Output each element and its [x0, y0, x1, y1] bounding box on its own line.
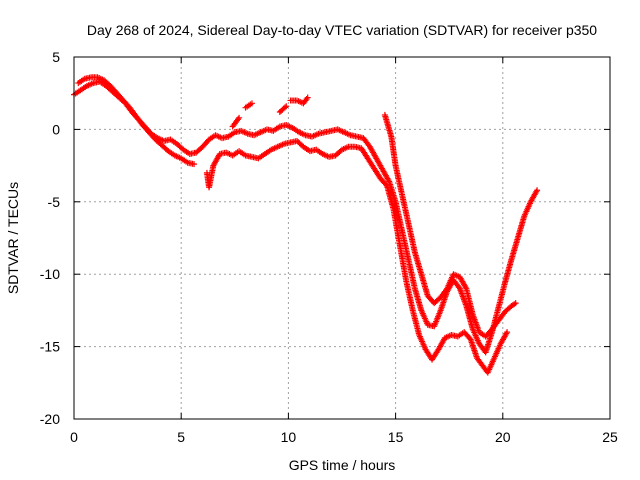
x-tick-label: 20 [495, 429, 511, 445]
x-axis-label: GPS time / hours [289, 457, 396, 473]
y-tick-label: 5 [52, 49, 60, 65]
data-point [281, 104, 288, 111]
x-tick-label: 10 [281, 429, 297, 445]
data-points [71, 74, 541, 376]
plot-frame [73, 56, 611, 420]
y-tick-label: -15 [40, 339, 60, 355]
data-point [248, 100, 255, 107]
data-point [304, 94, 311, 101]
data-point [229, 123, 236, 130]
y-tick-label: -20 [40, 411, 60, 427]
x-tick-label: 5 [177, 429, 185, 445]
y-tick-label: 0 [52, 121, 60, 137]
y-axis-label: SDTVAR / TECUs [5, 182, 21, 294]
axis-ticks: 0 5 10 15 20 25 5 0 -5 -10 -15 -20 [40, 49, 618, 445]
grid [74, 57, 610, 419]
chart-title: Day 268 of 2024, Sidereal Day-to-day VTE… [87, 22, 597, 38]
data-point [191, 161, 198, 168]
data-point [504, 329, 511, 336]
x-tick-label: 0 [70, 429, 78, 445]
y-tick-label: -10 [40, 266, 60, 282]
data-point [512, 300, 519, 307]
x-tick-label: 25 [602, 429, 618, 445]
data-point [534, 187, 541, 194]
y-tick-label: -5 [48, 194, 61, 210]
x-tick-label: 15 [388, 429, 404, 445]
data-point [283, 103, 290, 110]
